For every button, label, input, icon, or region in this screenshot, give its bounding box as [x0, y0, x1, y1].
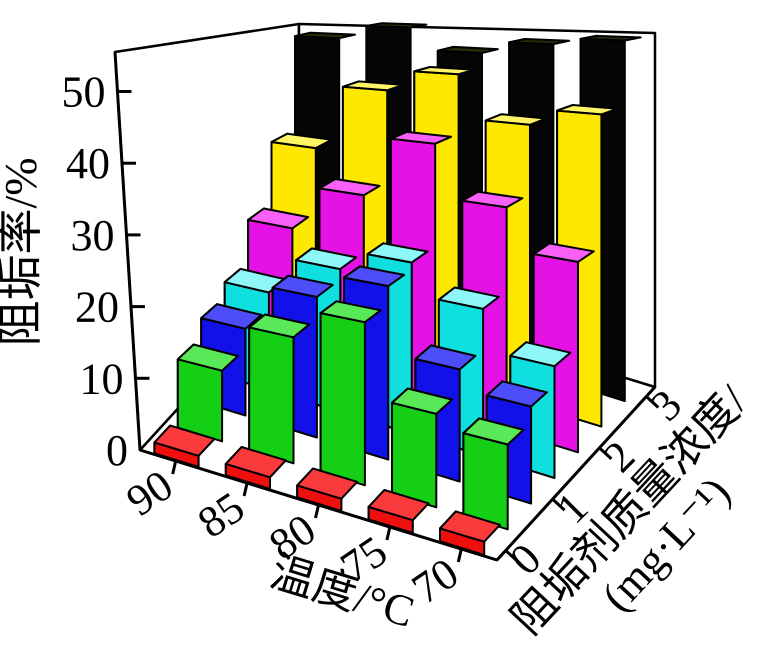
bar-top-face: [153, 424, 216, 457]
y-tick-label: 10: [79, 354, 123, 403]
x-tick: [242, 482, 249, 497]
bar-top-face: [176, 343, 239, 372]
x-tick-label: 85: [189, 482, 253, 547]
x-tick: [314, 504, 320, 519]
y-axis-title: 阻垢率/%: [0, 157, 46, 346]
z-tick: [645, 395, 660, 409]
bar-80C-0mgL: [296, 467, 359, 512]
bar-top-face: [318, 178, 381, 197]
bar-top-face: [461, 190, 524, 209]
z-tick: [598, 446, 613, 460]
bar-top-face: [437, 286, 500, 310]
bar-top-face: [294, 31, 356, 40]
bar-top-face: [248, 313, 311, 339]
bar-top-face: [509, 341, 572, 368]
y-tick-label: 0: [106, 426, 128, 475]
bar-85C-0mgL: [224, 446, 287, 490]
bar-top-face: [579, 34, 642, 42]
bar-top-face: [366, 242, 429, 264]
bar-top-face: [343, 265, 406, 288]
bar-90C-0.5mgL: [176, 343, 239, 443]
bar-top-face: [436, 45, 499, 54]
bar-top-face: [224, 446, 287, 479]
bar-top-face: [532, 242, 595, 263]
x-tick: [385, 526, 392, 541]
bar-top-face: [414, 344, 477, 371]
z-tick: [551, 498, 566, 512]
bar-top-face: [271, 274, 334, 298]
bar-70C-0mgL: [439, 510, 501, 556]
y-tick-label: 30: [70, 211, 114, 260]
y-tick-label: 40: [66, 139, 110, 188]
bar-85C-0.5mgL: [248, 313, 311, 465]
x-tick: [456, 548, 463, 563]
bar-75C-0.5mgL: [391, 387, 454, 509]
bar-top-face: [462, 417, 525, 446]
bar-top-face: [439, 510, 501, 543]
bar-top-face: [295, 247, 358, 271]
bar-top-face: [508, 38, 571, 46]
y-tick-label: 20: [75, 283, 119, 332]
x-tick: [171, 460, 178, 475]
bar-front-face: [248, 326, 295, 465]
bar-80C-0.5mgL: [319, 300, 382, 487]
bar-top-face: [247, 207, 310, 230]
bar-top-face: [367, 489, 430, 522]
bar-top-face: [485, 380, 548, 408]
y-axis-line: [113, 51, 142, 451]
bar-top-face: [200, 303, 263, 330]
bar-top-face: [365, 22, 428, 29]
bars: [153, 22, 642, 556]
bar-top-face: [484, 113, 547, 126]
bar-top-face: [270, 132, 333, 150]
bar-top-face: [319, 300, 382, 324]
bar-top-face: [413, 66, 476, 76]
bar-top-face: [391, 387, 454, 415]
bar-front-face: [319, 312, 366, 487]
bar-top-face: [296, 467, 359, 500]
z-axis-line: [495, 385, 657, 562]
bar-top-face: [341, 80, 404, 92]
z-tick: [504, 549, 519, 563]
bar-75C-0mgL: [367, 489, 430, 534]
y-tick-label: 50: [61, 68, 105, 117]
bar-front-face: [391, 401, 438, 509]
bar-top-face: [556, 104, 619, 116]
bar-top-face: [389, 130, 452, 145]
